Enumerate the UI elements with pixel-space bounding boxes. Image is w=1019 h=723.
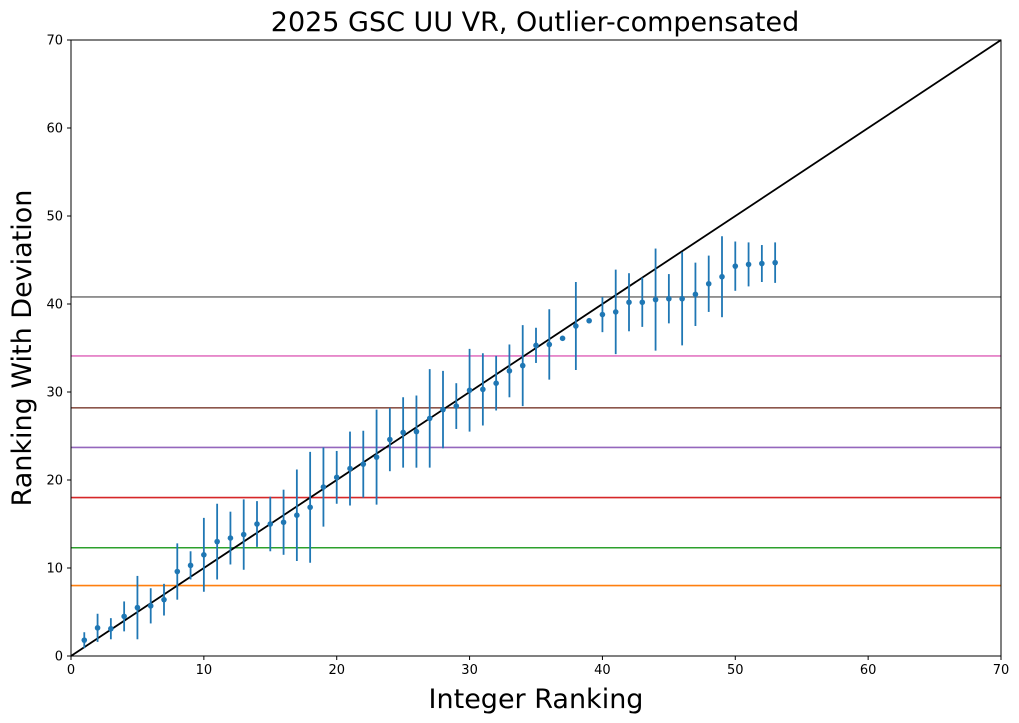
data-point xyxy=(759,260,765,267)
data-point xyxy=(573,323,579,329)
data-point xyxy=(426,415,433,422)
data-point xyxy=(81,637,88,643)
data-point xyxy=(108,625,114,632)
data-point xyxy=(732,263,739,269)
data-point xyxy=(719,273,725,280)
data-point xyxy=(519,362,526,369)
data-point xyxy=(174,568,181,575)
data-point xyxy=(121,613,127,620)
data-point xyxy=(201,552,207,558)
x-tick-label: 10 xyxy=(196,663,213,678)
x-tick-label: 70 xyxy=(993,663,1010,678)
data-point xyxy=(360,461,367,467)
data-point xyxy=(161,596,167,603)
y-tick-label: 60 xyxy=(46,122,63,137)
data-point xyxy=(294,512,300,518)
data-point xyxy=(280,519,287,526)
data-point xyxy=(493,380,499,387)
data-point xyxy=(652,296,659,303)
data-point xyxy=(240,531,247,538)
data-point xyxy=(94,625,101,631)
data-point xyxy=(387,436,393,443)
y-tick-label: 40 xyxy=(46,298,63,313)
data-point xyxy=(227,535,234,541)
y-tick-label: 0 xyxy=(55,650,63,665)
data-point xyxy=(480,386,486,393)
data-point xyxy=(254,521,260,527)
data-point xyxy=(187,562,194,569)
y-tick-label: 30 xyxy=(46,386,63,401)
data-point xyxy=(267,521,274,527)
x-tick-label: 30 xyxy=(461,663,478,678)
x-tick-label: 60 xyxy=(860,663,877,678)
data-point xyxy=(413,428,420,435)
x-tick-label: 0 xyxy=(67,663,75,678)
data-point xyxy=(639,299,646,306)
data-point xyxy=(612,309,619,315)
data-point xyxy=(626,299,632,306)
data-point xyxy=(373,454,380,460)
data-point xyxy=(559,335,566,342)
data-point xyxy=(546,341,553,348)
y-tick-label: 50 xyxy=(46,210,63,225)
data-point xyxy=(307,504,313,511)
data-point xyxy=(134,604,141,611)
data-point xyxy=(400,429,406,436)
chart-title: 2025 GSC UU VR, Outlier-compensated xyxy=(271,7,799,38)
y-axis-label: Ranking With Deviation xyxy=(7,190,38,507)
y-tick-label: 20 xyxy=(46,474,63,489)
y-axis: 0 10 20 30 40 50 60 70 xyxy=(46,34,71,665)
data-point xyxy=(772,259,778,266)
data-point xyxy=(347,465,353,472)
data-point xyxy=(692,291,699,298)
data-point xyxy=(333,474,340,481)
data-point xyxy=(147,603,154,609)
x-tick-label: 40 xyxy=(594,663,611,678)
data-point xyxy=(705,280,712,287)
data-point xyxy=(506,368,513,374)
data-point xyxy=(745,261,752,268)
data-point xyxy=(586,317,592,324)
data-point xyxy=(599,311,606,318)
data-point xyxy=(453,403,460,409)
data-point xyxy=(440,406,446,413)
plot-frame xyxy=(70,39,1002,657)
x-tick-label: 50 xyxy=(727,663,744,678)
data-point xyxy=(533,342,539,349)
x-tick-label: 20 xyxy=(328,663,345,678)
plot-area xyxy=(70,39,1002,657)
data-point xyxy=(214,538,220,545)
data-point xyxy=(679,295,685,302)
y-tick-label: 10 xyxy=(46,562,63,577)
data-point xyxy=(466,387,473,394)
x-axis-label: Integer Ranking xyxy=(429,684,644,715)
x-axis: 0 10 20 30 40 50 60 70 xyxy=(67,656,1009,678)
data-point xyxy=(666,295,672,302)
data-point xyxy=(320,484,327,490)
y-tick-label: 70 xyxy=(46,34,63,49)
